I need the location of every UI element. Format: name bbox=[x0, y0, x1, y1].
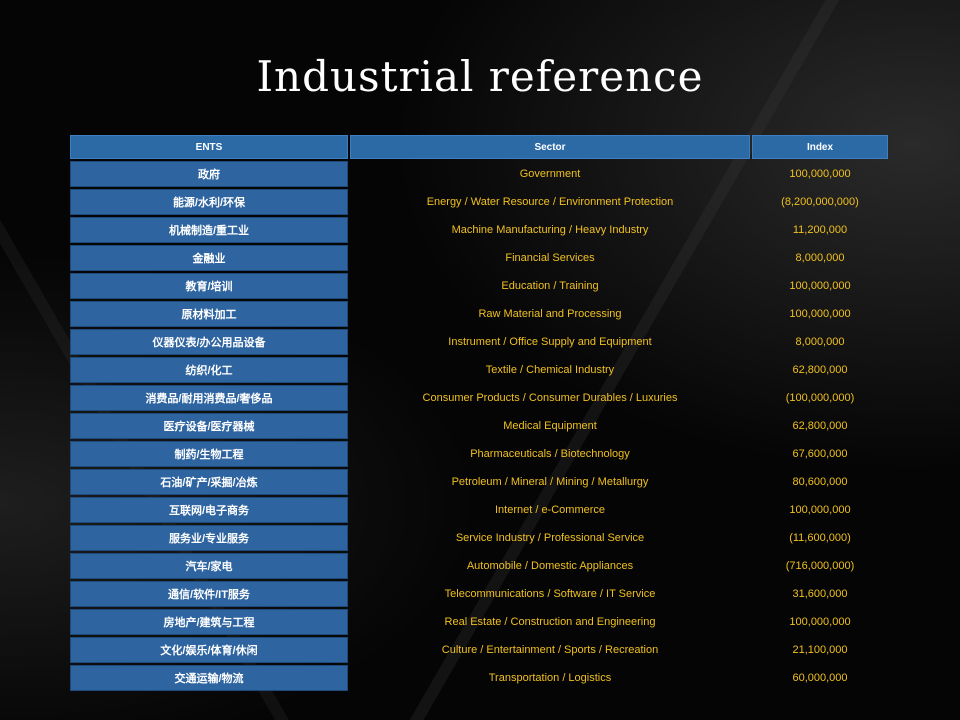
cell-chinese-sector: 通信/软件/IT服务 bbox=[70, 581, 348, 607]
header-ents: ENTS bbox=[70, 135, 348, 159]
table-row: 石油/矿产/采掘/冶炼 Petroleum / Mineral / Mining … bbox=[70, 469, 888, 495]
table-row: 消费品/耐用消费品/奢侈品 Consumer Products / Consume… bbox=[70, 385, 888, 411]
table-row: 通信/软件/IT服务 Telecommunications / Software … bbox=[70, 581, 888, 607]
table-row: 仪器仪表/办公用品设备 Instrument / Office Supply an… bbox=[70, 329, 888, 355]
cell-chinese-sector: 互联网/电子商务 bbox=[70, 497, 348, 523]
cell-sector: Automobile / Domestic Appliances bbox=[466, 560, 634, 572]
cell-chinese-sector: 交通运输/物流 bbox=[70, 665, 348, 691]
cell-index: 8,000,000 bbox=[795, 252, 845, 264]
table-row: 汽车/家电 Automobile / Domestic Appliances (71… bbox=[70, 553, 888, 579]
cell-index: 11,200,000 bbox=[792, 224, 848, 236]
cell-index: 62,800,000 bbox=[792, 364, 848, 376]
cell-sector: Raw Material and Processing bbox=[478, 308, 622, 320]
table-row: 房地产/建筑与工程 Real Estate / Construction and … bbox=[70, 609, 888, 635]
cell-index: 80,600,000 bbox=[792, 476, 848, 488]
table-row: 互联网/电子商务 Internet / e-Commerce 100,000,000 bbox=[70, 497, 888, 523]
cell-chinese-sector: 文化/娱乐/体育/休闲 bbox=[70, 637, 348, 663]
table-row: 纺织/化工 Textile / Chemical Industry 62,800,0… bbox=[70, 357, 888, 383]
cell-index: (716,000,000) bbox=[785, 560, 855, 572]
cell-sector: Consumer Products / Consumer Durables / … bbox=[422, 392, 678, 404]
cell-sector: Financial Services bbox=[505, 252, 595, 264]
cell-index: 67,600,000 bbox=[792, 448, 848, 460]
cell-index: 100,000,000 bbox=[789, 168, 851, 180]
cell-sector: Transportation / Logistics bbox=[488, 672, 612, 684]
header-sector: Sector bbox=[350, 135, 750, 159]
cell-chinese-sector: 仪器仪表/办公用品设备 bbox=[70, 329, 348, 355]
cell-chinese-sector: 制药/生物工程 bbox=[70, 441, 348, 467]
cell-index: 62,800,000 bbox=[792, 420, 848, 432]
cell-sector: Telecommunications / Software / IT Servi… bbox=[444, 588, 656, 600]
table-row: 金融业 Financial Services 8,000,000 bbox=[70, 245, 888, 271]
cell-chinese-sector: 政府 bbox=[70, 161, 348, 187]
cell-chinese-sector: 石油/矿产/采掘/冶炼 bbox=[70, 469, 348, 495]
industry-table: ENTS Sector Index 政府 Government 100,000,00… bbox=[68, 133, 890, 693]
cell-chinese-sector: 金融业 bbox=[70, 245, 348, 271]
table-row: 医疗设备/医疗器械 Medical Equipment 62,800,000 bbox=[70, 413, 888, 439]
cell-sector: Culture / Entertainment / Sports / Recre… bbox=[441, 644, 659, 656]
cell-chinese-sector: 服务业/专业服务 bbox=[70, 525, 348, 551]
cell-index: 100,000,000 bbox=[789, 308, 851, 320]
table-row: 机械制造/重工业 Machine Manufacturing / Heavy In… bbox=[70, 217, 888, 243]
cell-index: 100,000,000 bbox=[789, 280, 851, 292]
table-row: 政府 Government 100,000,000 bbox=[70, 161, 888, 187]
cell-index: 60,000,000 bbox=[792, 672, 848, 684]
table-row: 服务业/专业服务 Service Industry / Professional … bbox=[70, 525, 888, 551]
table-row: 制药/生物工程 Pharmaceuticals / Biotechnology 67… bbox=[70, 441, 888, 467]
cell-index: 100,000,000 bbox=[789, 616, 851, 628]
table-header-row: ENTS Sector Index bbox=[70, 135, 888, 159]
cell-sector: Internet / e-Commerce bbox=[494, 504, 606, 516]
table-row: 原材料加工 Raw Material and Processing 100,000,… bbox=[70, 301, 888, 327]
cell-sector: Government bbox=[519, 168, 581, 180]
cell-sector: Pharmaceuticals / Biotechnology bbox=[470, 448, 630, 460]
cell-sector: Textile / Chemical Industry bbox=[485, 364, 615, 376]
cell-index: 8,000,000 bbox=[795, 336, 845, 348]
table-row: 能源/水利/环保 Energy / Water Resource / Enviro… bbox=[70, 189, 888, 215]
cell-chinese-sector: 能源/水利/环保 bbox=[70, 189, 348, 215]
table-row: 交通运输/物流 Transportation / Logistics 60,000,… bbox=[70, 665, 888, 691]
slide-title: Industrial reference bbox=[256, 52, 704, 101]
cell-chinese-sector: 房地产/建筑与工程 bbox=[70, 609, 348, 635]
cell-chinese-sector: 消费品/耐用消费品/奢侈品 bbox=[70, 385, 348, 411]
cell-sector: Machine Manufacturing / Heavy Industry bbox=[451, 224, 649, 236]
cell-index: (11,600,000) bbox=[789, 532, 851, 544]
cell-sector: Energy / Water Resource / Environment Pr… bbox=[426, 196, 674, 208]
cell-chinese-sector: 原材料加工 bbox=[70, 301, 348, 327]
cell-sector: Service Industry / Professional Service bbox=[455, 532, 645, 544]
cell-sector: Petroleum / Mineral / Mining / Metallurg… bbox=[451, 476, 649, 488]
cell-sector: Education / Training bbox=[501, 280, 599, 292]
cell-index: 21,100,000 bbox=[792, 644, 848, 656]
cell-sector: Medical Equipment bbox=[503, 420, 597, 432]
header-index: Index bbox=[752, 135, 888, 159]
cell-sector: Instrument / Office Supply and Equipment bbox=[448, 336, 652, 348]
cell-chinese-sector: 医疗设备/医疗器械 bbox=[70, 413, 348, 439]
cell-chinese-sector: 汽车/家电 bbox=[70, 553, 348, 579]
cell-index: 100,000,000 bbox=[789, 504, 851, 516]
cell-chinese-sector: 机械制造/重工业 bbox=[70, 217, 348, 243]
table-row: 文化/娱乐/体育/休闲 Culture / Entertainment / Spo… bbox=[70, 637, 888, 663]
cell-chinese-sector: 纺织/化工 bbox=[70, 357, 348, 383]
table-row: 教育/培训 Education / Training 100,000,000 bbox=[70, 273, 888, 299]
cell-index: (8,200,000,000) bbox=[781, 196, 859, 208]
cell-sector: Real Estate / Construction and Engineeri… bbox=[444, 616, 656, 628]
cell-index: (100,000,000) bbox=[785, 392, 855, 404]
cell-index: 31,600,000 bbox=[792, 588, 848, 600]
cell-chinese-sector: 教育/培训 bbox=[70, 273, 348, 299]
